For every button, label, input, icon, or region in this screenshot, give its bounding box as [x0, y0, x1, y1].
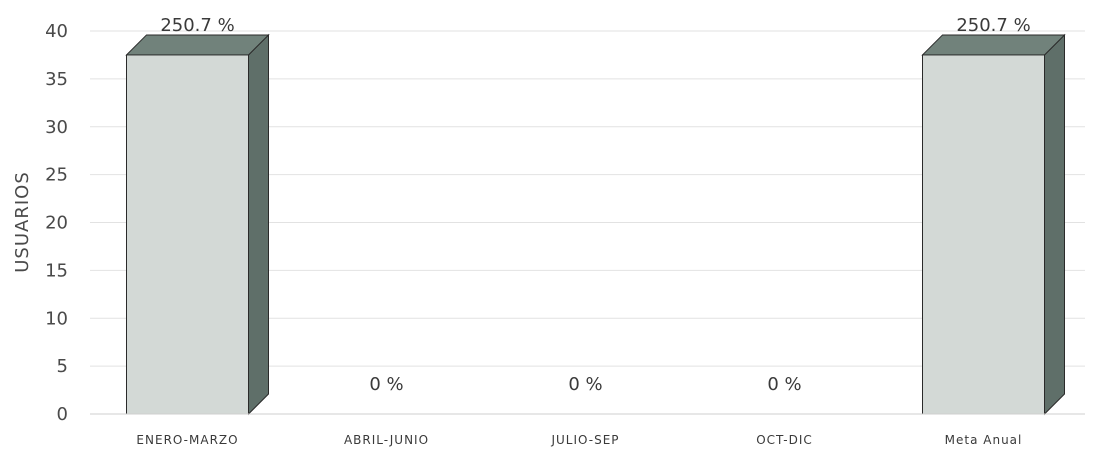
data-labels: 250.7 % 0 % 0 % 0 % 250.7 %: [160, 15, 1030, 395]
y-axis-title: USUARIOS: [12, 171, 33, 273]
y-tick-label: 5: [57, 356, 68, 377]
x-axis-categories: ENERO-MARZO ABRIL-JUNIO JULIO-SEP OCT-DIC Me…: [136, 433, 1023, 447]
bar-top-face: [125, 34, 270, 56]
y-tick-label: 10: [45, 308, 68, 329]
data-label: 0 %: [369, 374, 403, 395]
bar-side-face: [1044, 33, 1065, 416]
bars: [125, 33, 1066, 416]
x-category-label: Meta Anual: [945, 433, 1023, 447]
y-axis-ticks: 0 5 10 15 20 25 30 35 40: [45, 21, 68, 425]
bar: [125, 33, 270, 416]
bar: [921, 33, 1066, 416]
data-label: 250.7 %: [160, 15, 234, 36]
x-category-label: JULIO-SEP: [550, 433, 619, 447]
data-label: 0 %: [568, 374, 602, 395]
bar-front-face: [922, 54, 1045, 415]
x-category-label: ABRIL-JUNIO: [344, 433, 429, 447]
y-tick-label: 25: [45, 165, 68, 186]
bar-top-face: [921, 34, 1066, 56]
y-tick-label: 20: [45, 213, 68, 234]
bar-side-face: [248, 33, 269, 416]
y-tick-label: 35: [45, 69, 68, 90]
data-label: 250.7 %: [956, 15, 1030, 36]
bar-front-face: [126, 54, 249, 415]
y-tick-label: 15: [45, 260, 68, 281]
x-category-label: OCT-DIC: [756, 433, 813, 447]
y-tick-label: 0: [57, 404, 68, 425]
data-label: 0 %: [767, 374, 801, 395]
y-tick-label: 30: [45, 117, 68, 138]
y-tick-label: 40: [45, 21, 68, 42]
x-category-label: ENERO-MARZO: [136, 433, 238, 447]
